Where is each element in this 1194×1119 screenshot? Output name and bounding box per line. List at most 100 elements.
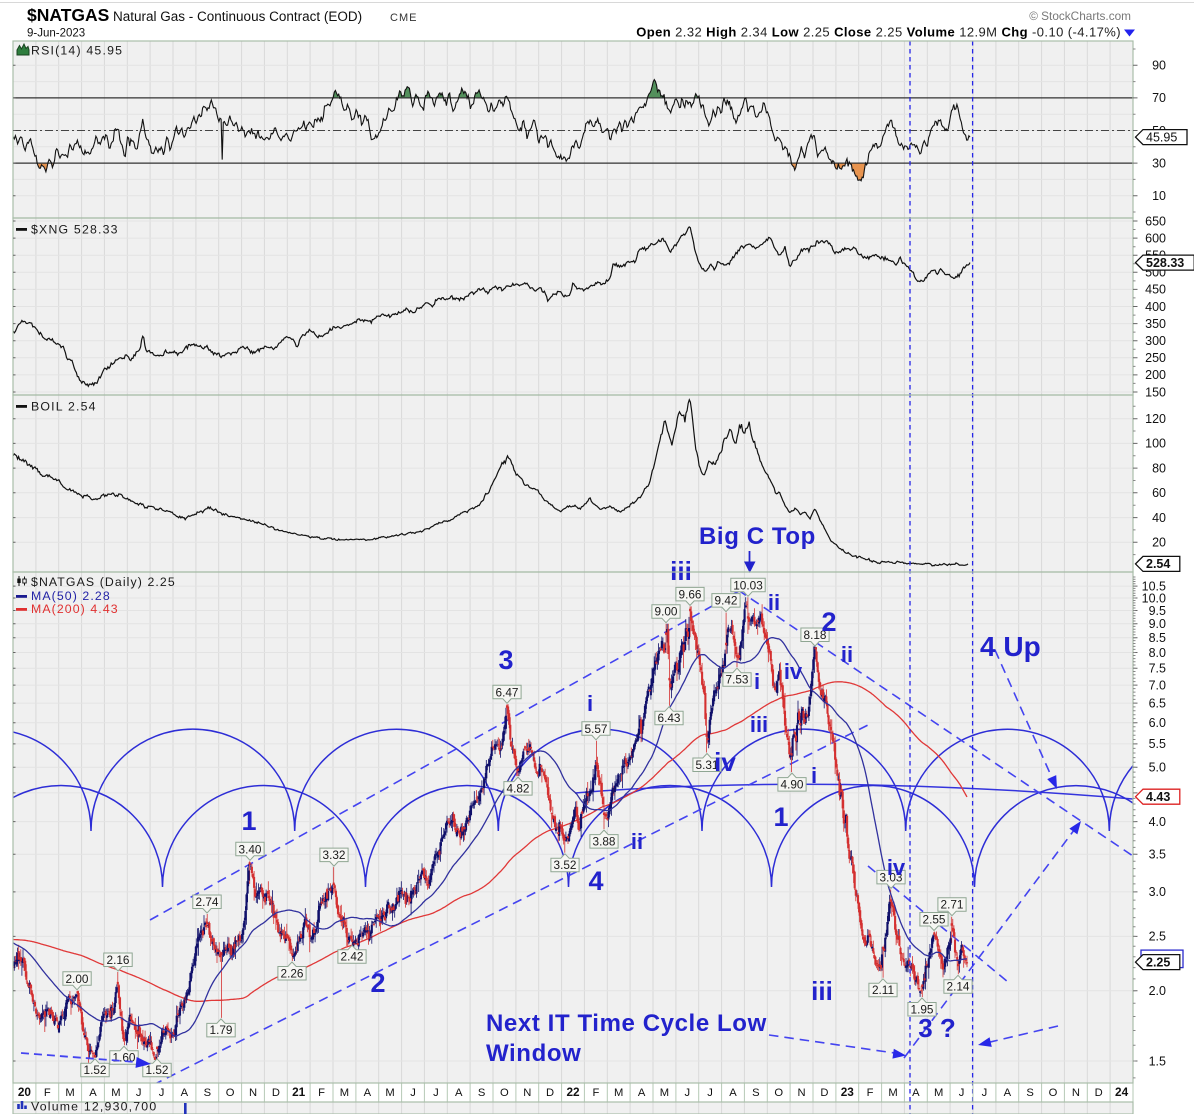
- svg-text:Open 2.32 High 2.34 Low 2.25 C: Open 2.32 High 2.34 Low 2.25 Close 2.25 …: [636, 25, 1121, 40]
- svg-text:RSI(14) 45.95: RSI(14) 45.95: [31, 44, 123, 58]
- svg-text:S: S: [1026, 1087, 1033, 1099]
- svg-text:J: J: [410, 1087, 416, 1099]
- svg-text:D: D: [272, 1087, 280, 1099]
- svg-text:A: A: [912, 1087, 920, 1099]
- svg-text:iv: iv: [784, 659, 803, 684]
- svg-text:iii: iii: [750, 712, 768, 737]
- svg-text:5.31: 5.31: [696, 758, 719, 772]
- svg-text:ii: ii: [631, 829, 643, 854]
- svg-text:1.52: 1.52: [146, 1063, 169, 1077]
- svg-text:D: D: [820, 1087, 828, 1099]
- svg-text:4.82: 4.82: [507, 781, 530, 795]
- svg-text:60: 60: [1152, 486, 1166, 500]
- svg-text:3.0: 3.0: [1149, 885, 1166, 899]
- svg-text:10.5: 10.5: [1142, 579, 1166, 593]
- svg-text:3: 3: [498, 645, 513, 675]
- svg-text:O: O: [500, 1087, 509, 1099]
- svg-text:7.5: 7.5: [1149, 662, 1166, 676]
- svg-text:1.52: 1.52: [84, 1063, 107, 1077]
- svg-text:2.11: 2.11: [872, 983, 894, 997]
- svg-text:N: N: [1072, 1087, 1080, 1099]
- svg-text:2.14: 2.14: [947, 980, 970, 994]
- svg-text:450: 450: [1145, 283, 1166, 297]
- svg-text:2.25: 2.25: [1146, 955, 1170, 969]
- svg-text:3.32: 3.32: [323, 848, 346, 862]
- svg-text:8.0: 8.0: [1149, 646, 1166, 660]
- svg-text:N: N: [798, 1087, 806, 1099]
- svg-text:250: 250: [1145, 351, 1166, 365]
- svg-text:600: 600: [1145, 231, 1166, 245]
- svg-text:3.40: 3.40: [239, 842, 262, 856]
- svg-text:Volume 12,930,700: Volume 12,930,700: [31, 1100, 157, 1114]
- svg-text:A: A: [455, 1087, 463, 1099]
- svg-text:M: M: [934, 1087, 943, 1099]
- svg-text:A: A: [89, 1087, 97, 1099]
- svg-text:45.95: 45.95: [1146, 130, 1177, 144]
- svg-text:1: 1: [773, 802, 788, 832]
- svg-text:24: 24: [1115, 1085, 1129, 1099]
- svg-text:J: J: [707, 1087, 713, 1099]
- svg-text:1.79: 1.79: [210, 1023, 233, 1037]
- svg-text:J: J: [959, 1087, 965, 1099]
- svg-text:i: i: [587, 691, 593, 716]
- svg-text:90: 90: [1152, 59, 1166, 73]
- svg-text:CME: CME: [390, 12, 417, 24]
- svg-text:4.43: 4.43: [1146, 790, 1170, 804]
- svg-text:iv: iv: [887, 855, 906, 880]
- svg-text:$NATGAS: $NATGAS: [27, 5, 109, 25]
- svg-text:2.74: 2.74: [196, 895, 219, 909]
- svg-text:1.95: 1.95: [911, 1002, 934, 1016]
- svg-text:iii: iii: [811, 976, 833, 1006]
- svg-text:M: M: [65, 1087, 74, 1099]
- svg-text:22: 22: [566, 1085, 580, 1099]
- svg-text:80: 80: [1152, 461, 1166, 475]
- svg-text:5.0: 5.0: [1149, 761, 1166, 775]
- svg-text:A: A: [638, 1087, 646, 1099]
- svg-text:BOIL 2.54: BOIL 2.54: [31, 400, 97, 414]
- svg-text:J: J: [136, 1087, 142, 1099]
- svg-text:i: i: [754, 669, 760, 694]
- svg-text:2.00: 2.00: [66, 972, 89, 986]
- svg-text:9.0: 9.0: [1149, 617, 1166, 631]
- svg-text:6.0: 6.0: [1149, 716, 1166, 730]
- svg-text:Natural Gas - Continuous Contr: Natural Gas - Continuous Contract (EOD): [113, 9, 362, 24]
- svg-text:4.0: 4.0: [1149, 815, 1166, 829]
- svg-text:9.00: 9.00: [655, 605, 678, 619]
- svg-text:ii: ii: [768, 590, 780, 615]
- svg-text:40: 40: [1152, 511, 1166, 525]
- svg-text:O: O: [774, 1087, 783, 1099]
- svg-text:10.0: 10.0: [1142, 591, 1166, 605]
- svg-text:Window: Window: [486, 1040, 581, 1067]
- svg-text:6.47: 6.47: [496, 685, 519, 699]
- svg-text:2.26: 2.26: [281, 966, 304, 980]
- svg-text:9.42: 9.42: [715, 594, 738, 608]
- svg-text:5.57: 5.57: [585, 722, 608, 736]
- svg-text:650: 650: [1145, 214, 1166, 228]
- svg-text:2.0: 2.0: [1149, 984, 1166, 998]
- svg-text:A: A: [729, 1087, 737, 1099]
- svg-text:M: M: [340, 1087, 349, 1099]
- svg-text:O: O: [226, 1087, 235, 1099]
- svg-text:A: A: [1004, 1087, 1012, 1099]
- svg-text:2.54: 2.54: [1146, 557, 1170, 571]
- svg-text:10.03: 10.03: [733, 578, 763, 592]
- svg-text:2.16: 2.16: [107, 953, 130, 967]
- svg-text:6.5: 6.5: [1149, 696, 1166, 710]
- svg-text:4 Up: 4 Up: [980, 631, 1041, 662]
- svg-text:MA(200) 4.43: MA(200) 4.43: [31, 602, 119, 616]
- svg-text:M: M: [888, 1087, 897, 1099]
- svg-text:30: 30: [1152, 156, 1166, 170]
- svg-text:2.71: 2.71: [941, 898, 964, 912]
- svg-text:J: J: [159, 1087, 165, 1099]
- svg-text:3.88: 3.88: [593, 834, 616, 848]
- svg-text:7.53: 7.53: [726, 673, 749, 687]
- svg-text:350: 350: [1145, 317, 1166, 331]
- svg-text:4.90: 4.90: [781, 777, 804, 791]
- svg-text:F: F: [318, 1087, 325, 1099]
- svg-text:5.5: 5.5: [1149, 737, 1166, 751]
- svg-text:J: J: [433, 1087, 439, 1099]
- svg-text:4: 4: [588, 866, 603, 896]
- svg-text:J: J: [685, 1087, 691, 1099]
- svg-text:Next IT Time Cycle Low: Next IT Time Cycle Low: [486, 1010, 767, 1037]
- svg-text:400: 400: [1145, 300, 1166, 314]
